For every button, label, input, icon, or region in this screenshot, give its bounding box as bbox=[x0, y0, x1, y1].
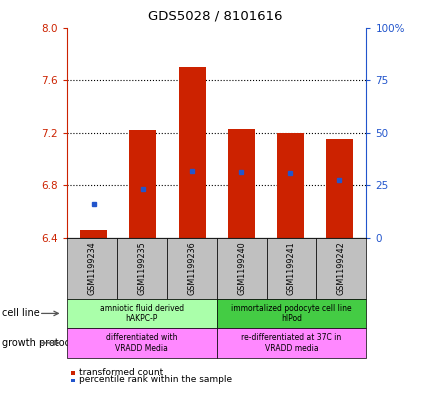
Text: GSM1199236: GSM1199236 bbox=[187, 241, 196, 295]
Text: GSM1199235: GSM1199235 bbox=[137, 241, 146, 295]
Text: re-differentiated at 37C in
VRADD media: re-differentiated at 37C in VRADD media bbox=[241, 333, 341, 353]
Text: transformed count: transformed count bbox=[79, 368, 163, 376]
Text: GSM1199242: GSM1199242 bbox=[336, 241, 345, 295]
Bar bbox=[325, 139, 352, 238]
Bar bbox=[227, 129, 254, 238]
Text: GSM1199240: GSM1199240 bbox=[237, 241, 246, 295]
Text: differentiated with
VRADD Media: differentiated with VRADD Media bbox=[106, 333, 177, 353]
Text: percentile rank within the sample: percentile rank within the sample bbox=[79, 375, 231, 384]
Bar bbox=[129, 130, 156, 238]
Text: GSM1199234: GSM1199234 bbox=[87, 241, 96, 295]
Bar bbox=[276, 132, 303, 238]
Text: amniotic fluid derived
hAKPC-P: amniotic fluid derived hAKPC-P bbox=[99, 304, 183, 323]
Text: GSM1199241: GSM1199241 bbox=[286, 241, 295, 295]
Text: GDS5028 / 8101616: GDS5028 / 8101616 bbox=[148, 10, 282, 23]
Bar bbox=[178, 67, 205, 238]
Text: growth protocol: growth protocol bbox=[2, 338, 79, 348]
Text: cell line: cell line bbox=[2, 309, 40, 318]
Text: immortalized podocyte cell line
hIPod: immortalized podocyte cell line hIPod bbox=[230, 304, 351, 323]
Bar bbox=[80, 230, 107, 238]
